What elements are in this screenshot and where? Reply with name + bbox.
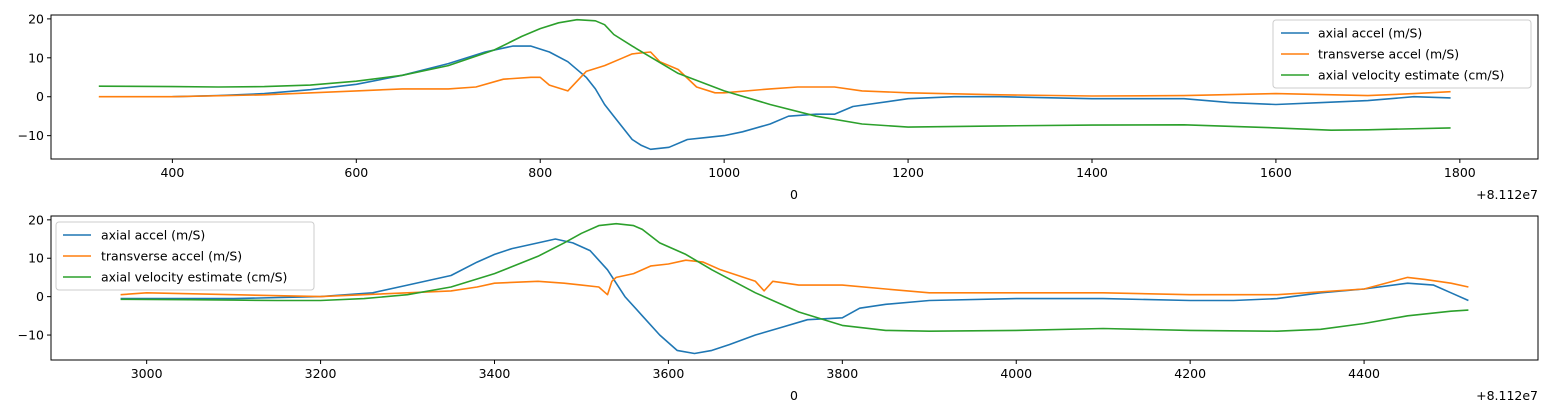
subplot-1-ticks: 400 600 800 1000 1200 1400 1600 1800 −10 0 10 20 <box>18 11 1476 180</box>
subplot-2-series-axial-velocity-estimate-cm-s <box>120 222 1469 333</box>
subplot-1-x-tick-label: 1800 <box>1444 165 1476 180</box>
subplot-1-x-tick-label: 1200 <box>892 165 924 180</box>
subplot-2-x-offset-label: +8.112e7 <box>1476 388 1538 403</box>
subplot-2-x-tick-label: 4400 <box>1348 366 1380 381</box>
subplot-1-legend-box <box>1272 19 1532 89</box>
subplot-1-frame <box>50 14 1539 160</box>
subplot-1-y-tick-label: 20 <box>28 11 44 26</box>
subplot-2-legend: axial accel (m/S) transverse accel (m/S)… <box>55 221 315 291</box>
subplot-2-frame <box>50 215 1539 361</box>
subplot-1-legend: axial accel (m/S) transverse accel (m/S)… <box>1272 19 1532 89</box>
subplot-1-y-tick-label: −10 <box>18 128 44 143</box>
subplot-1-plot-area <box>98 18 1451 151</box>
subplot-1-x-tick-label: 1400 <box>1076 165 1108 180</box>
subplot-2-x-axis-label: 0 <box>790 388 798 403</box>
subplot-2-x-tick-label: 3000 <box>131 366 163 381</box>
subplot-2-series-axial-accel-m-s <box>120 238 1469 355</box>
subplot-2-legend-label-transverse-accel: transverse accel (m/S) <box>101 249 242 264</box>
subplot-1-x-offset-label: +8.112e7 <box>1476 187 1538 202</box>
subplot-2-y-tick-label: 20 <box>28 212 44 227</box>
subplot-2-legend-label-axial-velocity: axial velocity estimate (cm/S) <box>101 270 287 285</box>
subplot-2-legend-box <box>55 221 315 291</box>
subplot-1-x-tick-label: 1000 <box>708 165 740 180</box>
subplot-1-series-transverse-accel-m-s <box>98 51 1451 98</box>
subplot-2: 3000 3200 3400 3600 3800 4000 4200 4400 −10 0 10 20… <box>18 212 1539 403</box>
subplot-1-legend-label-axial-accel: axial accel (m/S) <box>1318 26 1422 41</box>
subplot-1-x-tick-label: 400 <box>160 165 184 180</box>
subplot-2-x-tick-label: 4200 <box>1174 366 1206 381</box>
subplot-1-y-tick-label: 10 <box>28 50 44 65</box>
subplot-1-x-tick-label: 600 <box>344 165 368 180</box>
subplot-2-x-tick-label: 3400 <box>479 366 511 381</box>
subplot-2-x-tick-label: 4000 <box>1000 366 1032 381</box>
subplot-1-x-tick-label: 1600 <box>1260 165 1292 180</box>
subplot-2-legend-label-axial-accel: axial accel (m/S) <box>101 228 205 243</box>
subplot-2-series-transverse-accel-m-s <box>120 259 1469 298</box>
subplot-1-x-axis-label: 0 <box>790 187 798 202</box>
subplot-2-y-tick-label: 0 <box>36 289 44 304</box>
subplot-1-legend-label-axial-velocity: axial velocity estimate (cm/S) <box>1318 68 1504 83</box>
subplot-1-y-tick-label: 0 <box>36 89 44 104</box>
subplot-1-series-axial-accel-m-s <box>172 45 1451 151</box>
subplot-2-x-tick-label: 3200 <box>305 366 337 381</box>
subplot-1-series-axial-velocity-estimate-cm-s <box>98 18 1451 131</box>
subplot-2-x-tick-label: 3800 <box>826 366 858 381</box>
subplot-2-y-tick-label: 10 <box>28 251 44 266</box>
subplot-1-x-tick-label: 800 <box>528 165 552 180</box>
subplot-1-legend-label-transverse-accel: transverse accel (m/S) <box>1318 47 1459 62</box>
subplot-2-ticks: 3000 3200 3400 3600 3800 4000 4200 4400 −10 0 10 20 <box>18 212 1380 381</box>
subplot-2-plot-area <box>120 222 1469 355</box>
subplot-2-x-tick-label: 3600 <box>653 366 685 381</box>
subplot-2-y-tick-label: −10 <box>18 328 44 343</box>
